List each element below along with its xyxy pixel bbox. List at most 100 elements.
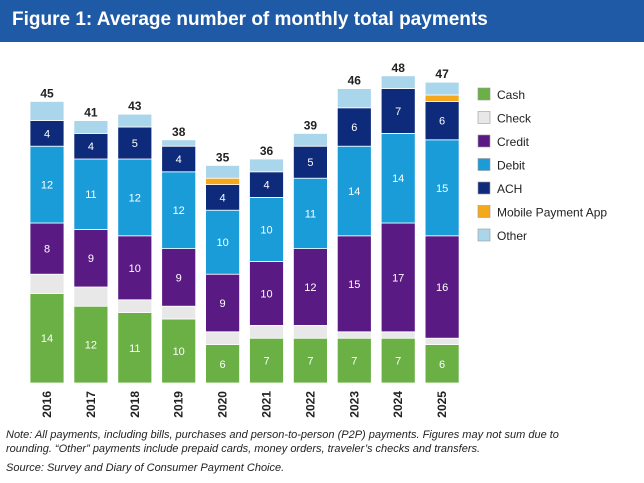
bar-segment-other-2016 xyxy=(29,101,65,122)
bar-segment-debit-2018 xyxy=(117,158,153,237)
legend-swatch-cash xyxy=(477,87,491,101)
bar-segment-cash-2019 xyxy=(161,318,197,384)
bar-segment-credit-2020 xyxy=(205,273,241,333)
bar-segment-credit-2017 xyxy=(73,228,109,288)
x-tick-label-2025: 2025 xyxy=(435,391,449,418)
bar-segment-check-2019 xyxy=(161,305,197,320)
segment-label-ach-2024: 7 xyxy=(395,106,401,118)
segment-label-debit-2024: 14 xyxy=(392,173,404,185)
segment-label-ach-2016: 4 xyxy=(44,128,50,140)
segment-label-debit-2023: 14 xyxy=(348,186,360,198)
bar-segment-credit-2018 xyxy=(117,235,153,301)
bar-segment-debit-2017 xyxy=(73,158,109,230)
segment-label-credit-2025: 16 xyxy=(436,282,448,294)
bar-segment-cash-2016 xyxy=(29,292,65,384)
bar-segment-other-2023 xyxy=(336,88,372,109)
segment-label-ach-2023: 6 xyxy=(351,122,357,134)
bar-segment-mobile-payment-app-2025 xyxy=(424,94,460,102)
segment-label-cash-2023: 7 xyxy=(351,356,357,368)
bar-segment-cash-2018 xyxy=(117,312,153,384)
bar-segment-check-2021 xyxy=(249,324,284,339)
bar-segment-ach-2016 xyxy=(29,120,65,147)
total-label-2017: 41 xyxy=(84,106,98,120)
bar-segment-cash-2020 xyxy=(205,344,241,384)
legend-label-other: Other xyxy=(497,229,527,243)
x-tick-label-2017: 2017 xyxy=(84,391,98,418)
bar-segment-other-2017 xyxy=(73,120,109,134)
total-label-2023: 46 xyxy=(348,74,362,88)
bar-segment-other-2019 xyxy=(161,139,197,147)
bar-segment-check-2020 xyxy=(205,331,241,345)
segment-label-cash-2022: 7 xyxy=(307,356,313,368)
note-line-1: Note: All payments, including bills, pur… xyxy=(6,429,559,441)
bar-segment-debit-2019 xyxy=(161,171,197,250)
bar-segment-ach-2024 xyxy=(380,88,416,134)
segment-label-credit-2023: 15 xyxy=(348,279,360,291)
bar-segment-credit-2025 xyxy=(424,235,460,339)
legend-label-mobile-payment-app: Mobile Payment App xyxy=(497,206,607,220)
legend-swatch-ach xyxy=(477,181,491,195)
note-line-2: rounding. “Other” payments include prepa… xyxy=(6,443,481,455)
legend-label-cash: Cash xyxy=(497,88,525,102)
x-tick-label-2022: 2022 xyxy=(303,391,317,418)
title-bar: Figure 1: Average number of monthly tota… xyxy=(0,0,644,42)
legend: Cash Check Credit Debit ACH Mobile Payment Ap… xyxy=(477,87,607,243)
source-note: Source: Survey and Diary of Consumer Pay… xyxy=(6,462,285,474)
bar-segment-ach-2023 xyxy=(336,107,372,147)
segment-label-debit-2016: 12 xyxy=(41,180,53,192)
bar-segment-credit-2022 xyxy=(292,248,328,326)
legend-swatch-debit xyxy=(477,158,491,171)
segment-label-cash-2018: 11 xyxy=(129,343,140,355)
stacked-bar-chart: 1481244520161291144120171110125432018109… xyxy=(29,61,607,418)
segment-label-cash-2020: 6 xyxy=(220,359,226,371)
bar-segment-other-2022 xyxy=(292,133,328,147)
legend-swatch-check xyxy=(477,111,491,124)
segment-label-cash-2024: 7 xyxy=(395,356,401,368)
segment-label-debit-2021: 10 xyxy=(260,224,272,236)
total-label-2018: 43 xyxy=(128,99,142,113)
bar-segment-check-2023 xyxy=(336,331,372,339)
bar-segment-debit-2020 xyxy=(205,209,241,275)
bar-segment-ach-2019 xyxy=(161,145,197,173)
bar-segment-debit-2022 xyxy=(292,177,328,249)
segment-label-ach-2020: 4 xyxy=(220,192,226,204)
x-tick-label-2024: 2024 xyxy=(391,391,405,418)
bar-segment-cash-2021 xyxy=(249,337,284,384)
legend-label-credit: Credit xyxy=(497,135,530,149)
total-label-2025: 47 xyxy=(435,67,449,81)
legend-label-check: Check xyxy=(497,112,532,126)
chart-title: Figure 1: Average number of monthly tota… xyxy=(12,9,488,30)
x-tick-label-2019: 2019 xyxy=(172,391,186,418)
total-label-2021: 36 xyxy=(260,144,274,158)
segment-label-debit-2020: 10 xyxy=(216,237,228,249)
bars-layer: 1481244520161291144120171110125432018109… xyxy=(29,61,460,418)
bar-segment-other-2025 xyxy=(424,81,460,96)
segment-label-ach-2017: 4 xyxy=(88,141,94,153)
segment-label-debit-2022: 11 xyxy=(305,208,316,220)
legend-swatch-other xyxy=(477,228,491,242)
bar-segment-debit-2024 xyxy=(380,133,416,224)
bar-segment-ach-2018 xyxy=(117,126,153,160)
bar-segment-check-2018 xyxy=(117,299,153,313)
bar-segment-cash-2017 xyxy=(73,305,109,384)
segment-label-debit-2017: 11 xyxy=(85,189,96,201)
segment-label-credit-2021: 10 xyxy=(260,288,272,300)
segment-label-credit-2022: 12 xyxy=(304,282,316,294)
bar-segment-check-2025 xyxy=(424,337,460,346)
segment-label-ach-2021: 4 xyxy=(263,180,269,192)
bar-segment-mobile-payment-app-2020 xyxy=(205,177,241,185)
segment-label-credit-2016: 8 xyxy=(44,244,50,256)
legend-swatch-mobile-payment-app xyxy=(477,205,491,218)
segment-label-cash-2016: 14 xyxy=(41,333,53,345)
bar-segment-cash-2023 xyxy=(336,337,372,384)
bar-segment-check-2016 xyxy=(29,273,65,294)
total-label-2024: 48 xyxy=(392,61,406,75)
segment-label-debit-2025: 15 xyxy=(436,183,448,195)
segment-label-ach-2019: 4 xyxy=(176,154,182,166)
legend-swatch-credit xyxy=(477,134,491,148)
total-label-2022: 39 xyxy=(304,118,318,132)
bar-segment-ach-2020 xyxy=(205,184,241,211)
segment-label-ach-2022: 5 xyxy=(307,157,313,169)
segment-label-cash-2021: 7 xyxy=(263,356,269,368)
bar-segment-other-2024 xyxy=(380,75,416,89)
